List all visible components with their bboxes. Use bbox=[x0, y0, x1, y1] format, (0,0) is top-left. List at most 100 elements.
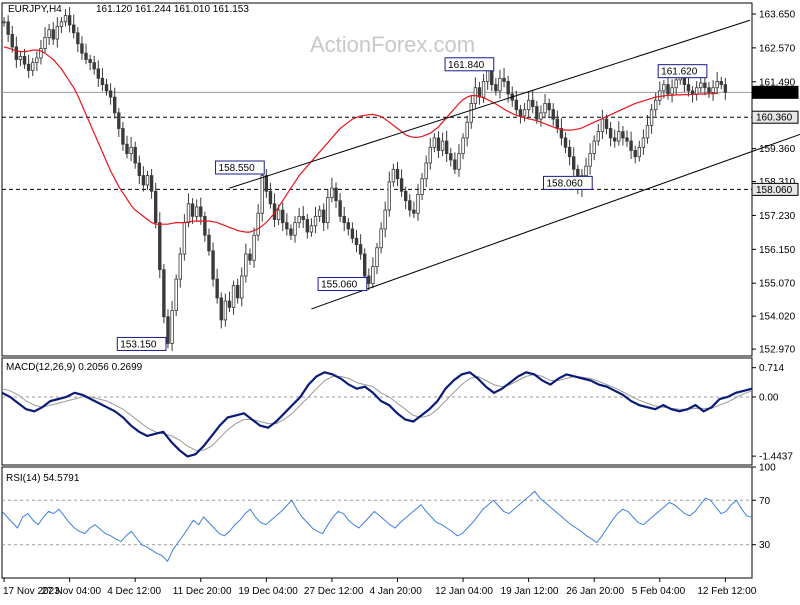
candle-body bbox=[301, 215, 305, 220]
candle-body bbox=[711, 87, 715, 93]
candle-body bbox=[670, 87, 674, 95]
candle-body bbox=[47, 29, 51, 38]
candle-body bbox=[662, 84, 666, 92]
candle-body bbox=[84, 52, 88, 60]
candle-body bbox=[707, 87, 711, 93]
candle-body bbox=[297, 215, 301, 224]
candle-body bbox=[141, 175, 146, 186]
candle-body bbox=[55, 26, 60, 40]
candle-body bbox=[190, 203, 195, 217]
candle-body bbox=[51, 29, 55, 40]
chart-ohlc: 161.120 161.244 161.010 161.153 bbox=[96, 4, 249, 15]
x-axis-label: 11 Dec 20:00 bbox=[173, 586, 232, 597]
candle-body bbox=[350, 228, 355, 239]
candle-body bbox=[522, 109, 527, 117]
candle-body bbox=[420, 178, 424, 195]
candle-body bbox=[39, 48, 43, 59]
candle-body bbox=[14, 46, 19, 60]
candle-body bbox=[424, 162, 428, 180]
candle-body bbox=[121, 128, 125, 145]
x-axis-label: 27 Dec 12:00 bbox=[304, 586, 364, 597]
candles bbox=[2, 7, 728, 351]
macd-label: MACD(12,26,9) 0.2056 0.2699 bbox=[6, 362, 143, 373]
x-axis-label: 12 Jan 04:00 bbox=[435, 586, 493, 597]
candle-body bbox=[375, 247, 379, 267]
candle-body bbox=[338, 200, 342, 217]
candle-body bbox=[125, 143, 129, 155]
candle-body bbox=[629, 140, 633, 151]
candle-body bbox=[88, 59, 92, 64]
candle-body bbox=[371, 266, 375, 284]
candle-body bbox=[399, 178, 404, 192]
x-axis-label: 5 Feb 04:00 bbox=[632, 586, 686, 597]
candle-body bbox=[67, 15, 72, 26]
candle-body bbox=[285, 222, 289, 230]
candle-body bbox=[412, 209, 416, 214]
candle-body bbox=[182, 222, 187, 255]
candle-body bbox=[457, 153, 461, 170]
swing-label: 161.840 bbox=[444, 57, 495, 72]
swing-label-box bbox=[215, 160, 265, 175]
candle-body bbox=[223, 300, 228, 321]
candle-body bbox=[715, 81, 719, 89]
price-level-tag-box bbox=[751, 85, 799, 99]
candle-body bbox=[481, 81, 486, 98]
candle-body bbox=[145, 175, 150, 186]
price-level-tag-text: 161.153 bbox=[756, 88, 793, 99]
macd-signal-line bbox=[1, 373, 753, 451]
price-axis-label: 157.230 bbox=[759, 211, 796, 222]
price-axis-label: 158.310 bbox=[759, 177, 796, 188]
candle-body bbox=[387, 181, 391, 211]
candle-body bbox=[276, 209, 281, 220]
swing-label: 158.060 bbox=[543, 175, 593, 190]
candle-body bbox=[203, 215, 207, 236]
candle-body bbox=[264, 175, 269, 192]
swing-label-text: 161.840 bbox=[448, 60, 485, 71]
candle-body bbox=[506, 81, 510, 95]
candle-body bbox=[461, 137, 465, 155]
x-axis-label: 4 Dec 12:00 bbox=[107, 586, 161, 597]
swing-label: 155.060 bbox=[317, 277, 368, 292]
candle-body bbox=[633, 150, 637, 158]
swing-label-box bbox=[444, 57, 495, 72]
candle-body bbox=[403, 190, 408, 202]
candle-body bbox=[342, 215, 346, 224]
moving-average-line bbox=[3, 46, 718, 233]
candle-body bbox=[199, 206, 203, 217]
candle-body bbox=[363, 253, 367, 277]
candle-body bbox=[235, 284, 240, 299]
candle-body bbox=[207, 234, 211, 252]
candle-body bbox=[719, 81, 723, 85]
candle-body bbox=[690, 90, 695, 95]
price-level-tag-box bbox=[751, 110, 799, 124]
swing-label-text: 161.620 bbox=[661, 67, 698, 78]
candle-body bbox=[174, 278, 178, 311]
candle-body bbox=[2, 21, 6, 24]
candle-body bbox=[674, 79, 678, 89]
candle-body bbox=[694, 87, 699, 95]
candle-body bbox=[6, 21, 10, 35]
candle-body bbox=[440, 140, 445, 151]
price-level-tag-text: 160.360 bbox=[756, 113, 793, 124]
candle-body bbox=[666, 84, 670, 95]
swing-label: 158.550 bbox=[215, 160, 265, 175]
price-level-tag-text: 158.060 bbox=[756, 185, 793, 196]
candle-body bbox=[653, 99, 658, 111]
channel-lower-line bbox=[311, 133, 800, 310]
candle-body bbox=[133, 146, 137, 164]
x-axis-label: 19 Dec 04:00 bbox=[238, 586, 298, 597]
candle-body bbox=[186, 203, 191, 224]
candle-body bbox=[162, 269, 166, 318]
candle-body bbox=[129, 146, 133, 155]
macd-axis-label: 0.00 bbox=[759, 392, 779, 403]
rsi-line bbox=[1, 490, 753, 563]
candle-body bbox=[555, 118, 560, 129]
candle-body bbox=[645, 124, 650, 139]
candle-body bbox=[108, 90, 113, 98]
candle-body bbox=[637, 146, 641, 158]
candle-body bbox=[317, 209, 322, 217]
candle-body bbox=[621, 131, 625, 139]
channel-upper-line bbox=[229, 19, 751, 189]
